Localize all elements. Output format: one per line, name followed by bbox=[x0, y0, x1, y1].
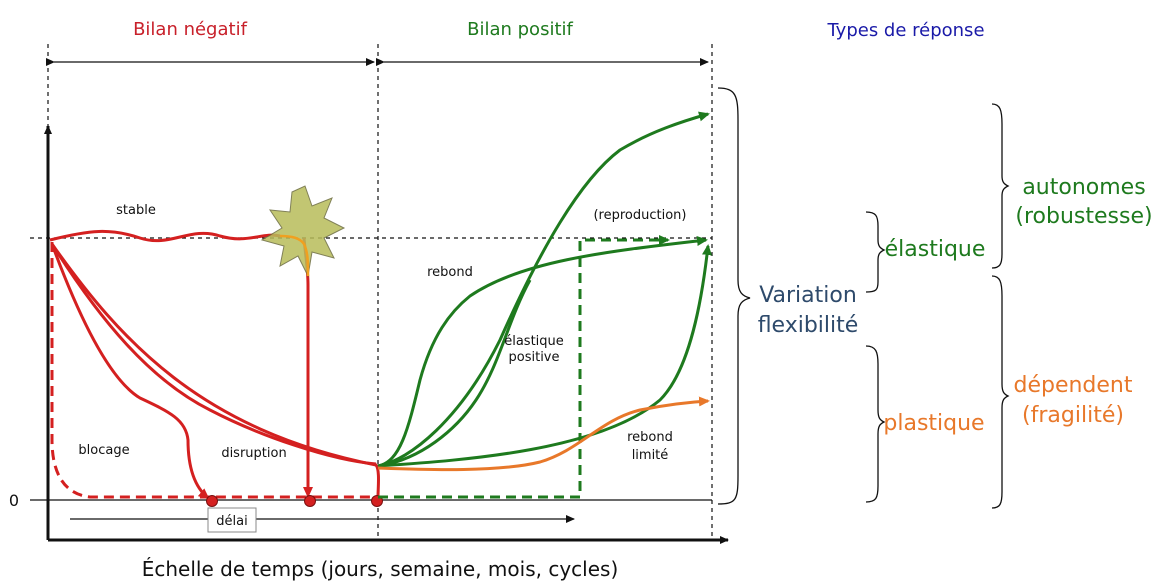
label-rebond-limite-1: rebond bbox=[627, 430, 673, 445]
brace-variation bbox=[717, 87, 751, 505]
disturbance-burst-icon bbox=[260, 185, 346, 278]
brace-plastique bbox=[865, 345, 886, 503]
rebond-fast-curve bbox=[377, 236, 708, 468]
label-reproduction: (reproduction) bbox=[593, 208, 686, 223]
header-response-types: Types de réponse bbox=[826, 20, 984, 41]
side-dependent-2: (fragilité) bbox=[1022, 403, 1124, 428]
label-elastique-positive-2: positive bbox=[509, 350, 560, 365]
rebond-limite-curve bbox=[377, 396, 710, 472]
burst-drop-line bbox=[302, 237, 313, 498]
blocage-drop-curve bbox=[50, 243, 210, 500]
label-rebond-limite-2: limité bbox=[632, 448, 669, 463]
brace-dependent bbox=[991, 275, 1010, 509]
side-variation-2: flexibilité bbox=[758, 313, 859, 338]
label-elastique-positive-1: élastique bbox=[504, 334, 564, 349]
burst-orange-trace bbox=[279, 234, 310, 277]
disruption-curve bbox=[50, 243, 377, 466]
label-rebond: rebond bbox=[427, 265, 473, 280]
brace-elastique bbox=[865, 211, 886, 293]
disruption-curve-2 bbox=[50, 243, 380, 498]
label-stable: stable bbox=[116, 203, 156, 218]
elastique-positive-curve bbox=[377, 279, 532, 468]
header-negative: Bilan négatif bbox=[133, 19, 248, 40]
label-blocage: blocage bbox=[78, 443, 129, 458]
reproduction-dashed-curve bbox=[378, 235, 670, 499]
side-plastique: plastique bbox=[883, 411, 984, 436]
red-dot-1 bbox=[206, 495, 218, 507]
zero-label: 0 bbox=[9, 491, 19, 510]
side-autonomes-1: autonomes bbox=[1022, 175, 1145, 200]
blocage-dashed-curve bbox=[50, 242, 378, 499]
delay-box bbox=[207, 507, 257, 533]
elastique-low-curve bbox=[377, 244, 712, 468]
x-axis-label: Échelle de temps (jours, semaine, mois, … bbox=[142, 557, 619, 581]
label-disruption: disruption bbox=[221, 446, 286, 461]
delay-label: délai bbox=[216, 514, 247, 529]
side-elastique: élastique bbox=[885, 237, 986, 262]
header-positive: Bilan positif bbox=[467, 19, 573, 40]
red-dot-2 bbox=[304, 495, 316, 507]
side-dependent-1: dépendent bbox=[1013, 373, 1132, 398]
brace-autonomes bbox=[991, 103, 1010, 269]
side-variation-1: Variation bbox=[759, 283, 857, 308]
side-autonomes-2: (robustesse) bbox=[1015, 204, 1152, 229]
robust-high-curve bbox=[377, 111, 710, 468]
stable-curve bbox=[49, 230, 281, 243]
